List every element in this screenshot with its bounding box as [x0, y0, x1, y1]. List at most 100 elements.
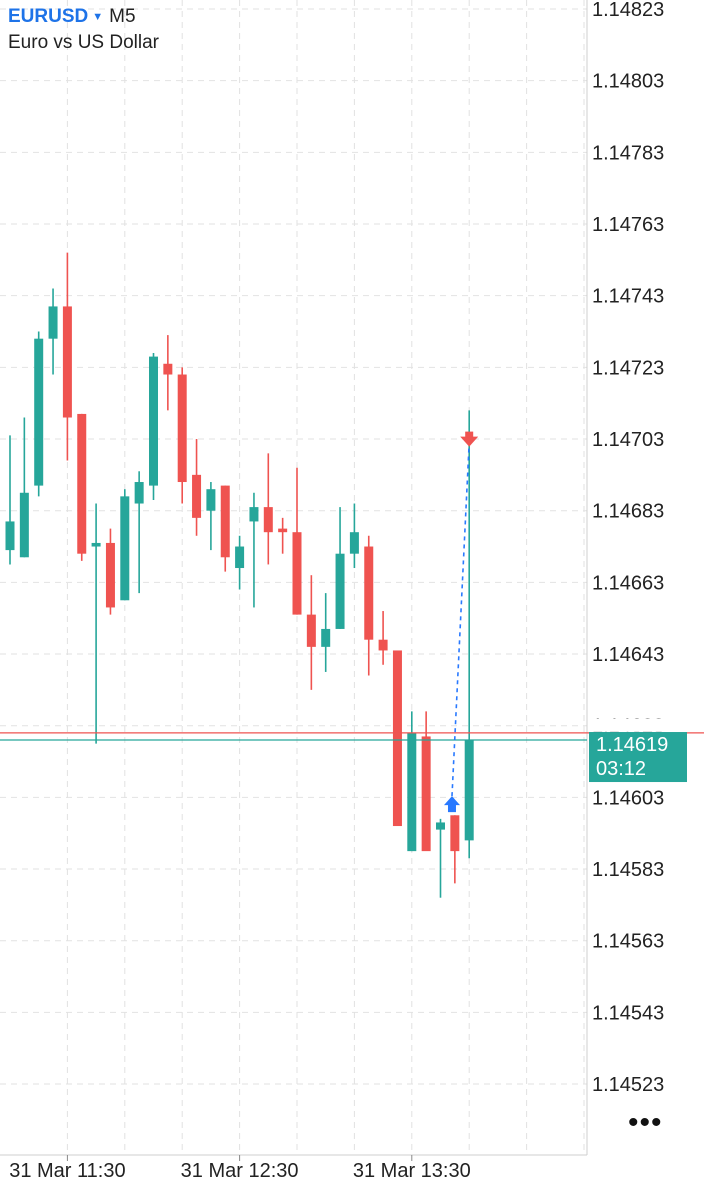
candle-body: [464, 740, 474, 841]
candle-body: [263, 507, 273, 533]
candle-body: [306, 614, 316, 647]
candlestick: [149, 353, 158, 500]
trade-markers: [443, 431, 479, 813]
price-tick-label: 1.14643: [592, 644, 664, 666]
candle-body: [364, 546, 374, 640]
candlestick: [464, 410, 474, 859]
price-tag-mask: [589, 718, 687, 732]
price-tick-label: 1.14683: [592, 501, 664, 523]
candle-body: [407, 732, 417, 852]
candle-body: [321, 628, 331, 647]
buy-arrow-icon: [443, 796, 460, 813]
candlestick: [306, 575, 316, 690]
candlestick: [407, 711, 417, 852]
price-tick-label: 1.14703: [592, 429, 664, 451]
candlestick: [163, 335, 173, 411]
candlestick: [177, 367, 187, 504]
dropdown-caret-icon[interactable]: ▼: [92, 11, 104, 23]
candlestick: [321, 593, 331, 672]
chart-axes: [0, 0, 588, 1156]
candlestick: [436, 818, 445, 898]
sell-arrow-icon: [460, 436, 479, 447]
price-tick-label: 1.14803: [592, 71, 664, 93]
trade-connector-line: [451, 442, 470, 797]
timeframe-label[interactable]: M5: [109, 6, 136, 27]
candlestick: [120, 489, 130, 601]
candlestick: [263, 453, 273, 565]
candlestick: [450, 815, 460, 884]
candle-body: [335, 553, 345, 629]
candle-body: [292, 532, 302, 615]
time-tick-label: 31 Mar 12:30: [181, 1160, 299, 1182]
price-tick-label: 1.14523: [592, 1074, 664, 1096]
candle-body: [220, 485, 230, 558]
candle-body: [177, 374, 187, 483]
chart-header: EURUSD ▼ M5 Euro vs US Dollar: [8, 6, 159, 55]
time-axis-labels: 31 Mar 11:30 31 Mar 12:30 31 Mar 13:30: [9, 1155, 471, 1182]
more-dots-icon[interactable]: •••: [628, 1106, 663, 1139]
candle-body: [206, 489, 216, 511]
current-price-label: 1.14619: [596, 734, 668, 756]
candle-body: [77, 413, 87, 554]
candle-body: [421, 736, 431, 852]
candle-body: [392, 650, 402, 827]
price-axis-labels: 1.14823 1.14803 1.14783 1.14763 1.14743 1.147…: [592, 0, 664, 1096]
price-tick-label: 1.14563: [592, 931, 664, 953]
candle-body: [278, 528, 288, 533]
price-tick-label: 1.14743: [592, 286, 664, 308]
candlestick: [34, 331, 44, 497]
candlestick: [220, 485, 230, 572]
candlestick: [19, 417, 29, 558]
time-tick-label: 31 Mar 11:30: [9, 1160, 125, 1182]
candle-body: [48, 306, 58, 339]
candlestick: [206, 482, 216, 551]
candlestick: [278, 517, 288, 554]
current-price-lines: [0, 732, 704, 741]
candlestick: [91, 503, 101, 744]
candle-body: [450, 815, 460, 852]
symbol-description: Euro vs US Dollar: [8, 32, 159, 53]
price-tick-label: 1.14723: [592, 357, 664, 379]
candlestick: [249, 492, 259, 608]
candle-body: [19, 492, 29, 558]
price-tick-label: 1.14663: [592, 572, 664, 594]
price-tag-box: [589, 732, 687, 783]
candlestick: [192, 439, 202, 536]
time-tick-label: 31 Mar 13:30: [353, 1160, 471, 1182]
candle-body: [192, 474, 202, 518]
candlestick: [62, 252, 72, 461]
bar-countdown-label: 03:12: [596, 758, 646, 780]
candlestick: [292, 467, 302, 615]
candlestick: [378, 611, 388, 665]
candle-body: [235, 546, 245, 569]
price-tick-label: 1.14543: [592, 1002, 664, 1024]
candlestick: [364, 535, 374, 676]
candle-body: [249, 507, 259, 522]
price-tick-label: 1.14583: [592, 859, 664, 881]
candlestick: [105, 528, 115, 615]
candle-body: [120, 496, 130, 601]
price-tick-label: 1.14763: [592, 214, 664, 236]
price-tick-label: 1.14823: [592, 0, 664, 21]
candle-body: [349, 532, 359, 554]
candle-body: [436, 822, 445, 830]
candlestick: [392, 650, 402, 827]
candle-body: [149, 356, 158, 486]
candle-body: [62, 306, 72, 418]
candle-body: [91, 542, 101, 547]
candle-body: [163, 363, 173, 375]
candlestick: [77, 413, 87, 561]
candlestick: [134, 471, 144, 594]
symbol-selector[interactable]: EURUSD: [8, 6, 89, 27]
candlestick: [335, 507, 345, 629]
candle-body: [34, 338, 44, 486]
price-tick-label: 1.14783: [592, 142, 664, 164]
candle-body: [105, 542, 115, 608]
candlestick: [5, 435, 15, 565]
candlestick: [235, 535, 245, 590]
sell-arrow-stem: [465, 431, 474, 438]
candle-body: [378, 639, 388, 651]
candle-body: [5, 521, 15, 551]
